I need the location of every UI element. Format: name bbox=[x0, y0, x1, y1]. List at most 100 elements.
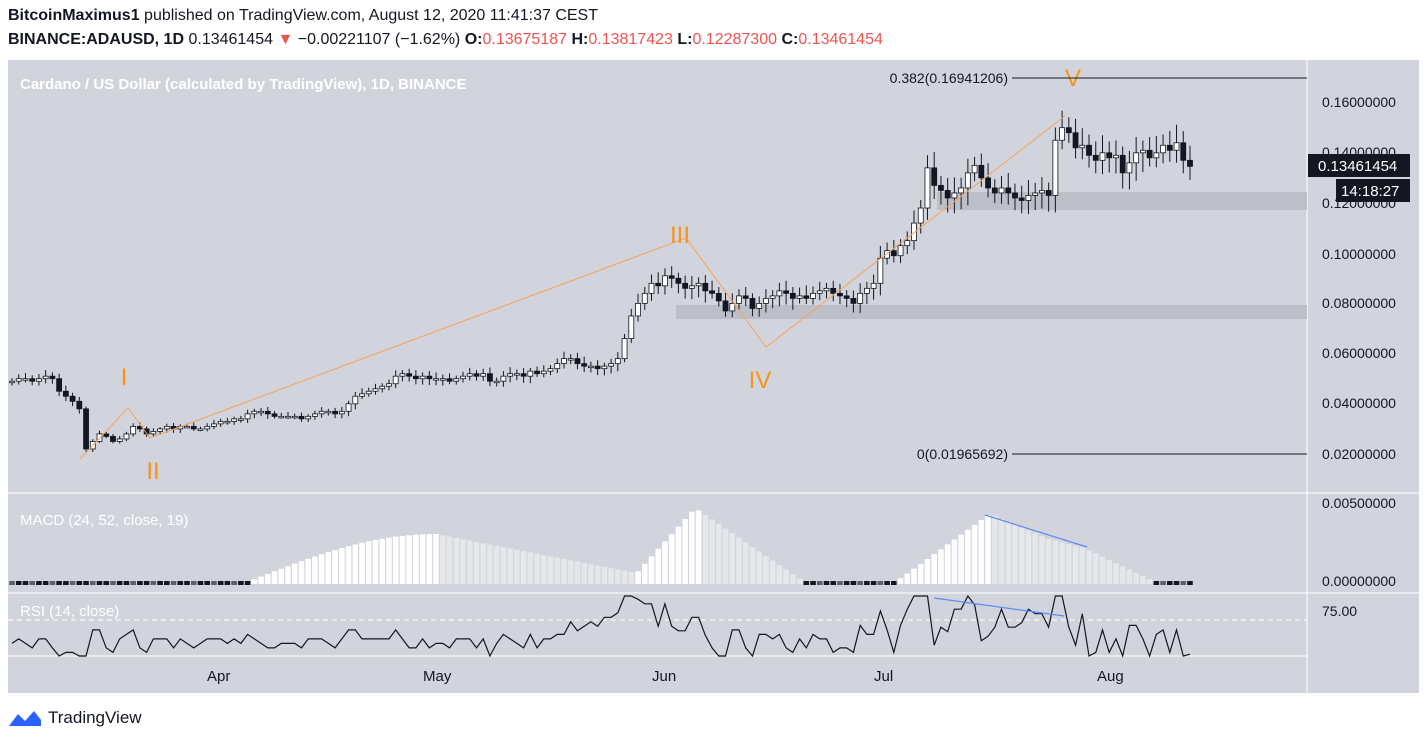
x-tick-aug: Aug bbox=[1097, 668, 1124, 685]
close-value: 0.13461454 bbox=[798, 31, 883, 48]
macd-bar bbox=[69, 581, 76, 585]
macd-bar bbox=[285, 566, 291, 584]
footer-brand[interactable]: TradingView bbox=[8, 708, 142, 728]
candle-body bbox=[695, 282, 702, 287]
macd-bar bbox=[184, 581, 190, 585]
macd-bar bbox=[29, 581, 35, 585]
macd-bar bbox=[264, 573, 271, 584]
macd-bar bbox=[473, 541, 480, 584]
macd-bar bbox=[49, 581, 56, 585]
candle-body bbox=[76, 400, 83, 410]
macd-bar bbox=[392, 536, 399, 584]
candle-body bbox=[1005, 187, 1012, 194]
candle-body bbox=[991, 187, 998, 194]
candle-body bbox=[1153, 152, 1160, 159]
y-tick-0.02: 0.02000000 bbox=[1322, 446, 1396, 462]
candle-body bbox=[534, 370, 540, 375]
macd-bar bbox=[567, 560, 574, 584]
candle-body bbox=[466, 373, 473, 377]
macd-bar bbox=[446, 536, 453, 584]
candle-body bbox=[325, 410, 332, 414]
macd-bar bbox=[891, 581, 897, 585]
candle-body bbox=[29, 378, 36, 382]
candle-body bbox=[789, 292, 796, 299]
candle-body bbox=[574, 358, 581, 365]
change-arrow-icon: ▼ bbox=[277, 31, 294, 48]
y-tick-0.06: 0.06000000 bbox=[1322, 345, 1396, 361]
macd-bar bbox=[413, 534, 419, 584]
x-tick-jul: Jul bbox=[874, 668, 893, 685]
candle-body bbox=[1180, 142, 1187, 161]
macd-bar bbox=[520, 551, 527, 584]
rsi-path bbox=[11, 594, 1191, 659]
macd-bar bbox=[635, 571, 641, 584]
candle-body bbox=[1146, 149, 1153, 159]
candle-body bbox=[264, 410, 271, 415]
support-zone-lower bbox=[676, 305, 1307, 319]
candle-body bbox=[1039, 190, 1045, 194]
macd-bar bbox=[547, 556, 554, 584]
candle-body bbox=[1139, 149, 1146, 154]
candle-body bbox=[204, 425, 211, 430]
candle-body bbox=[150, 431, 157, 435]
candle-body bbox=[709, 290, 715, 294]
wave-label: IV bbox=[749, 367, 772, 394]
macd-bar bbox=[1180, 581, 1187, 585]
macd-bar bbox=[137, 581, 143, 585]
macd-bar bbox=[487, 544, 493, 584]
candle-body bbox=[244, 413, 251, 420]
macd-bar bbox=[271, 571, 278, 584]
candle-body bbox=[500, 375, 507, 382]
candle-body bbox=[446, 378, 453, 382]
candle-body bbox=[1173, 142, 1180, 151]
tradingview-logo-icon bbox=[9, 711, 41, 726]
macd-bar bbox=[89, 581, 96, 585]
candle-body bbox=[810, 292, 816, 299]
macd-bar bbox=[588, 564, 594, 584]
candle-body bbox=[1072, 132, 1079, 149]
price-tag: 0.13461454 14:18:27 bbox=[1308, 154, 1410, 202]
macd-bar bbox=[1025, 530, 1032, 584]
macd-bar bbox=[790, 574, 796, 584]
candle-body bbox=[1025, 195, 1032, 201]
macd-bar bbox=[1039, 536, 1045, 584]
macd-bar bbox=[500, 547, 507, 584]
macd-bar bbox=[621, 570, 628, 584]
candle-body bbox=[897, 245, 904, 257]
candle-body bbox=[426, 375, 433, 380]
ohlc-line: BINANCE:ADAUSD, 1D 0.13461454 ▼ −0.00221… bbox=[8, 31, 883, 49]
macd-bar bbox=[850, 581, 857, 585]
candle-body bbox=[641, 292, 648, 304]
candle-body bbox=[386, 383, 392, 387]
candle-body bbox=[594, 365, 601, 370]
candle-body bbox=[944, 190, 951, 199]
candle-body bbox=[433, 378, 439, 381]
candle-body bbox=[392, 375, 399, 385]
macd-bar bbox=[258, 576, 264, 584]
symbol-label: BINANCE:ADAUSD, 1D bbox=[8, 31, 185, 48]
candle-body bbox=[69, 395, 76, 402]
macd-bar bbox=[15, 581, 22, 585]
candle-body bbox=[1032, 192, 1039, 196]
candle-body bbox=[843, 295, 850, 299]
open-label: O: bbox=[464, 31, 483, 48]
high-label: H: bbox=[571, 31, 589, 48]
candle-body bbox=[1106, 152, 1113, 159]
candle-body bbox=[1133, 152, 1140, 164]
macd-bar bbox=[716, 524, 722, 584]
candle-body bbox=[938, 185, 944, 191]
candle-body bbox=[985, 177, 991, 189]
macd-bar bbox=[36, 581, 42, 585]
macd-bar bbox=[648, 556, 655, 584]
macd-bar bbox=[1153, 581, 1160, 585]
author-name[interactable]: BitcoinMaximus1 bbox=[8, 7, 140, 24]
candle-body bbox=[958, 187, 965, 194]
macd-bar bbox=[803, 581, 810, 585]
macd-bar bbox=[1140, 576, 1146, 584]
candle-body bbox=[22, 378, 29, 381]
close-label: C: bbox=[781, 31, 799, 48]
candle-body bbox=[911, 222, 917, 242]
candle-body bbox=[439, 378, 446, 381]
last-price: 0.13461454 bbox=[188, 31, 273, 48]
